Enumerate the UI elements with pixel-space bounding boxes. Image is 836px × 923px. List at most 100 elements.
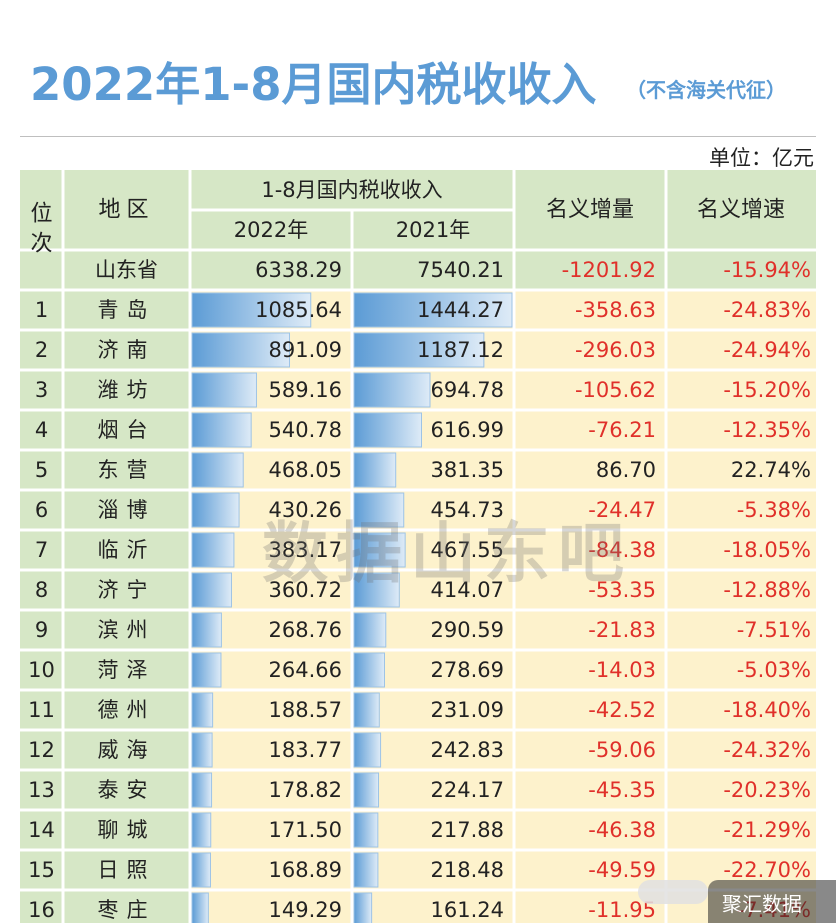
row-rate: 22.74% xyxy=(731,458,811,482)
bar-2022-9 xyxy=(191,612,222,648)
row-rank: 14 xyxy=(28,818,55,842)
row-2022: 1085.64 xyxy=(255,298,342,322)
value-cell-bg xyxy=(190,450,816,490)
row-rate: -12.88% xyxy=(723,578,811,602)
row-2022: 149.29 xyxy=(269,898,342,922)
row-increase: 86.70 xyxy=(596,458,656,482)
row-2022: 540.78 xyxy=(269,418,342,442)
value-cell-bg xyxy=(190,530,816,570)
header-rank-2: 次 xyxy=(30,232,52,257)
row-rank: 11 xyxy=(28,698,55,722)
row-region: 菏泽 xyxy=(98,658,156,682)
rank-region-cell-bg xyxy=(20,290,190,330)
rank-region-cell-bg xyxy=(20,690,190,730)
row-region: 泰安 xyxy=(98,778,156,802)
row-2021: 467.55 xyxy=(431,538,504,562)
row-region: 威海 xyxy=(98,738,156,762)
row-increase: -14.03 xyxy=(588,658,656,682)
row-rank: 16 xyxy=(28,898,55,922)
bar-2021-6 xyxy=(353,492,405,528)
bar-2021-4 xyxy=(353,412,422,448)
row-rank: 3 xyxy=(35,378,48,402)
value-cell-bg xyxy=(190,330,816,370)
bar-2022-13 xyxy=(191,772,213,808)
row-2022: 188.57 xyxy=(269,698,342,722)
row-region: 济南 xyxy=(98,338,156,362)
row-increase: -358.63 xyxy=(575,298,656,322)
watermark: 数据山东吧 xyxy=(262,515,632,592)
row-2021: 616.99 xyxy=(431,418,504,442)
row-2021: 1187.12 xyxy=(417,338,504,362)
row-region: 潍坊 xyxy=(98,378,156,402)
row-region: 日照 xyxy=(98,858,156,882)
row-increase: -46.38 xyxy=(588,818,656,842)
row-2022: 171.50 xyxy=(269,818,342,842)
table-bars xyxy=(191,292,513,923)
row-2021: 694.78 xyxy=(431,378,504,402)
value-cell-bg xyxy=(190,610,816,650)
header-2021: 2021年 xyxy=(396,218,470,242)
row-2022: 168.89 xyxy=(269,858,342,882)
row-2021: 242.83 xyxy=(431,738,504,762)
rank-region-cell-bg xyxy=(20,730,190,770)
row-region: 滨州 xyxy=(98,618,156,642)
rank-region-cell-bg xyxy=(20,770,190,810)
row-increase: -53.35 xyxy=(588,578,656,602)
row-rank: 13 xyxy=(28,778,55,802)
row-rank: 10 xyxy=(28,658,55,682)
row-2021: 218.48 xyxy=(431,858,504,882)
rank-region-cell-bg xyxy=(20,570,190,610)
row-rate: -24.32% xyxy=(723,738,811,762)
rank-region-cell-bg xyxy=(20,810,190,850)
row-2021: 161.24 xyxy=(431,898,504,922)
table-background xyxy=(20,170,816,923)
row-2022: 589.16 xyxy=(269,378,342,402)
page-title: 2022年1-8月国内税收收入 xyxy=(30,58,597,111)
bar-2022-8 xyxy=(191,572,232,608)
rank-region-cell-bg xyxy=(20,490,190,530)
bar-2022-12 xyxy=(191,732,213,768)
bar-2022-1 xyxy=(191,292,312,328)
row-2022: 891.09 xyxy=(269,338,342,362)
row-2022: 178.82 xyxy=(269,778,342,802)
row-region: 德州 xyxy=(98,698,156,722)
row-2022: 383.17 xyxy=(269,538,342,562)
rank-region-cell-bg xyxy=(20,610,190,650)
row-rank: 5 xyxy=(35,458,48,482)
rank-region-cell-bg xyxy=(20,890,190,923)
row-region: 济宁 xyxy=(98,578,156,602)
row-2021: 414.07 xyxy=(431,578,504,602)
header-group-cell xyxy=(192,170,512,209)
bar-2022-2 xyxy=(191,332,290,368)
row-2021: 231.09 xyxy=(431,698,504,722)
row-region: 东营 xyxy=(98,458,156,482)
row-rank: 2 xyxy=(35,338,48,362)
row-2022: 264.66 xyxy=(269,658,342,682)
row-2021: 224.17 xyxy=(431,778,504,802)
rank-region-cell-bg xyxy=(20,410,190,450)
bar-2022-11 xyxy=(191,692,214,728)
rank-region-cell-bg xyxy=(20,530,190,570)
overlay-pill xyxy=(638,880,708,904)
header-rank-1: 位 xyxy=(30,202,52,227)
row-2021: 381.35 xyxy=(431,458,504,482)
row-region: 青岛 xyxy=(98,298,156,322)
row-rate: -5.03% xyxy=(737,658,811,682)
row-rank: 7 xyxy=(35,538,48,562)
row-2022: 183.77 xyxy=(269,738,342,762)
bar-2022-7 xyxy=(191,532,235,568)
value-cell-bg xyxy=(190,570,816,610)
row-2021: 217.88 xyxy=(431,818,504,842)
value-cell-bg xyxy=(190,810,816,850)
row-rate: -5.38% xyxy=(737,498,811,522)
header: 2022年1-8月国内税收收入 （不含海关代征） 单位：亿元 xyxy=(0,0,836,170)
value-cell-bg xyxy=(190,770,816,810)
bar-2022-10 xyxy=(191,652,222,688)
row-rate: -21.29% xyxy=(723,818,811,842)
row-rate: -18.40% xyxy=(723,698,811,722)
header-group: 1-8月国内税收收入 xyxy=(261,178,442,202)
rank-region-cell-bg xyxy=(20,650,190,690)
row-region: 临沂 xyxy=(98,538,156,562)
row-rate: -24.94% xyxy=(723,338,811,362)
